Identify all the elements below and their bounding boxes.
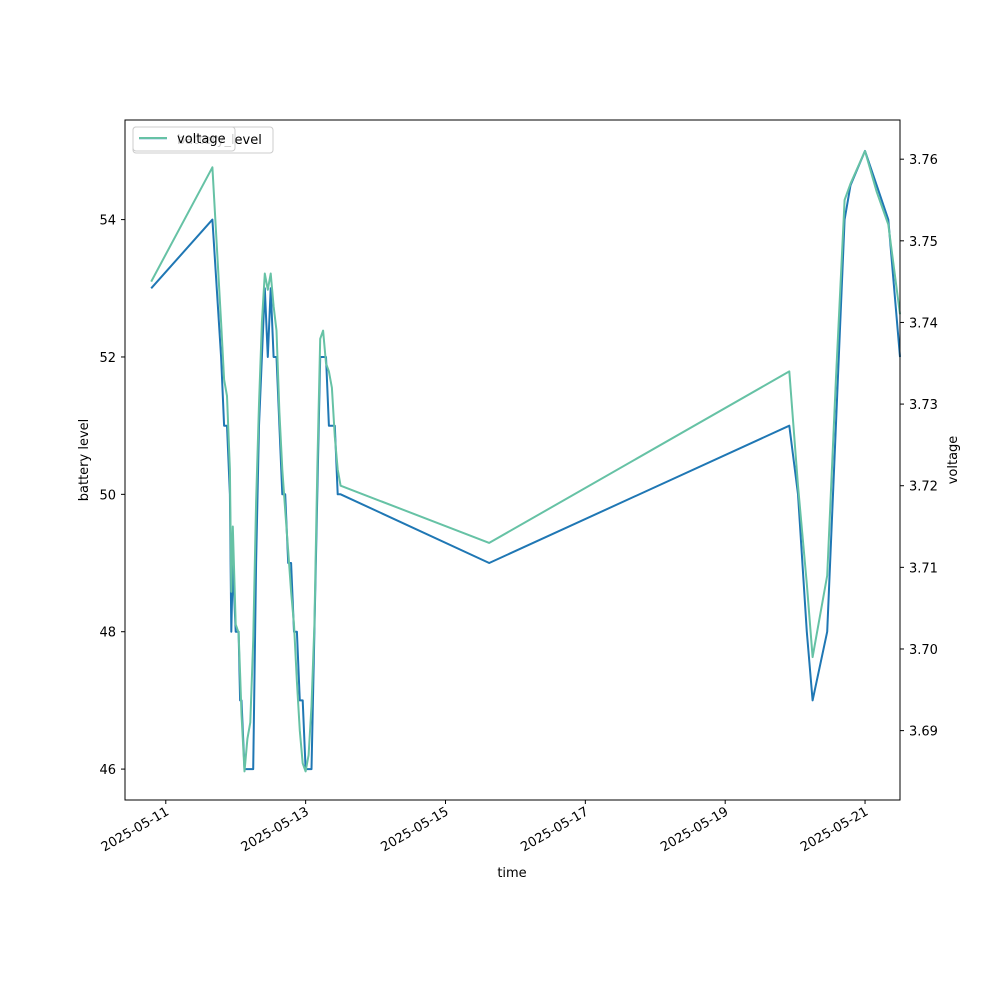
left-y-axis-label: battery level [77, 419, 92, 502]
series-lines [150, 149, 901, 773]
x-axis-label: time [497, 866, 526, 881]
right-y-axis-label: voltage [946, 436, 961, 485]
legend-voltage: voltage [132, 126, 236, 152]
right-y-tick-label: 3.73 [909, 398, 938, 413]
right-y-tick-label: 3.74 [909, 316, 938, 331]
left-y-tick-label: 48 [99, 626, 116, 641]
legend-voltage-label: voltage [177, 132, 226, 147]
right-y-tick-label: 3.70 [909, 643, 938, 658]
right-y-tick-label: 3.72 [909, 480, 938, 495]
right-y-tick-label: 3.69 [909, 725, 938, 740]
left-y-tick-label: 50 [99, 488, 116, 503]
left-y-axis-ticks: 46 48 50 52 54 [99, 214, 125, 778]
right-y-tick-label: 3.75 [909, 235, 938, 250]
left-y-tick-label: 52 [99, 351, 116, 366]
right-y-axis-ticks: 3.69 3.70 3.71 3.72 3.73 3.74 3.75 3.76 [900, 153, 938, 740]
legend-voltage-frame [132, 126, 236, 152]
left-y-tick-label: 46 [99, 763, 116, 778]
series-line-voltage [150, 150, 901, 773]
left-y-tick-label: 54 [99, 214, 116, 229]
right-y-tick-label: 3.71 [909, 561, 938, 576]
plot-frame [124, 119, 901, 801]
right-y-tick-label: 3.76 [909, 153, 938, 168]
